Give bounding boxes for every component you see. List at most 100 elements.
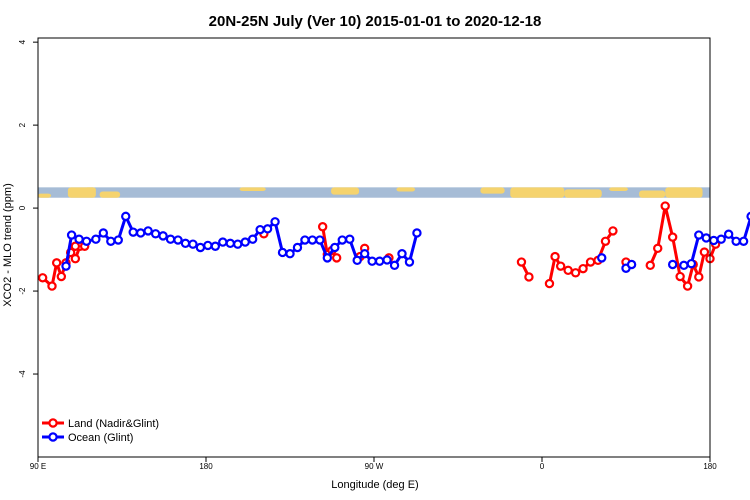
x-axis-label: Longitude (deg E) bbox=[331, 479, 418, 491]
data-point bbox=[694, 272, 704, 282]
data-point bbox=[317, 222, 328, 232]
data-point bbox=[66, 230, 77, 240]
data-point bbox=[70, 241, 81, 251]
data-point bbox=[412, 228, 422, 238]
data-point bbox=[667, 232, 678, 242]
data-point bbox=[738, 236, 749, 246]
y-axis-label: XCO2 - MLO trend (ppm) bbox=[2, 183, 14, 306]
x-tick-label: 0 bbox=[540, 462, 545, 471]
data-point bbox=[277, 247, 288, 258]
map-strip-land-13 bbox=[687, 187, 699, 192]
data-point bbox=[135, 228, 146, 238]
data-point bbox=[397, 249, 407, 259]
data-point bbox=[262, 224, 273, 234]
data-point bbox=[173, 235, 183, 245]
data-point bbox=[270, 217, 280, 227]
map-strip-land-9 bbox=[564, 189, 602, 198]
data-point bbox=[550, 251, 560, 262]
series-1 bbox=[61, 211, 750, 273]
data-point bbox=[300, 235, 310, 245]
data-point bbox=[746, 211, 750, 221]
legend-land-label: Land (Nadir&Glint) bbox=[68, 418, 159, 430]
data-point bbox=[694, 230, 704, 240]
chart-title: 20N-25N July (Ver 10) 2015-01-01 to 2020… bbox=[209, 13, 542, 30]
data-point bbox=[660, 201, 670, 211]
map-strip-ocean bbox=[38, 187, 710, 198]
y-tick-label: 4 bbox=[18, 39, 27, 44]
data-point bbox=[210, 241, 221, 251]
data-point bbox=[544, 278, 555, 289]
data-point bbox=[352, 255, 362, 266]
data-point bbox=[701, 233, 711, 243]
data-point bbox=[165, 234, 176, 244]
data-point bbox=[218, 237, 228, 247]
data-point bbox=[716, 234, 726, 244]
data-point bbox=[188, 239, 198, 249]
data-point bbox=[233, 239, 243, 249]
data-point bbox=[404, 257, 415, 267]
data-point bbox=[113, 235, 123, 245]
data-point bbox=[158, 231, 168, 241]
data-point bbox=[337, 235, 347, 245]
data-point bbox=[150, 229, 161, 239]
data-point bbox=[74, 234, 84, 244]
map-strip bbox=[38, 187, 710, 198]
data-point bbox=[330, 242, 340, 253]
data-point bbox=[686, 258, 697, 269]
map-strip-land-8 bbox=[510, 187, 565, 198]
data-point bbox=[679, 260, 689, 271]
data-point bbox=[143, 226, 153, 236]
map-strip-land-4 bbox=[239, 187, 266, 191]
legend-ocean-marker bbox=[48, 432, 58, 442]
data-point bbox=[675, 271, 685, 282]
plot-area bbox=[37, 37, 750, 458]
data-point bbox=[61, 261, 71, 271]
y-tick-label: 0 bbox=[18, 205, 27, 210]
x-tick-label: 90 E bbox=[30, 462, 46, 471]
data-point bbox=[247, 234, 258, 244]
data-point bbox=[645, 260, 655, 271]
y-tick-label: -2 bbox=[18, 287, 27, 295]
map-strip-land-7 bbox=[480, 187, 505, 194]
data-point bbox=[225, 238, 235, 249]
data-point bbox=[563, 265, 573, 276]
data-point bbox=[203, 240, 213, 251]
plot-frame bbox=[37, 37, 711, 458]
map-strip-land-5 bbox=[331, 187, 360, 195]
series-0 bbox=[37, 201, 721, 291]
data-point bbox=[382, 255, 392, 265]
data-point bbox=[81, 236, 92, 246]
x-tick-label: 180 bbox=[703, 462, 717, 471]
data-point bbox=[51, 258, 62, 268]
legend-land-marker bbox=[48, 418, 58, 428]
data-point bbox=[585, 257, 596, 267]
data-point bbox=[121, 211, 131, 222]
map-strip-land-2 bbox=[84, 187, 96, 193]
data-point bbox=[626, 259, 637, 270]
data-point bbox=[682, 281, 693, 291]
data-point bbox=[37, 273, 48, 283]
x-tick-label: 180 bbox=[199, 462, 213, 471]
data-point bbox=[389, 260, 400, 271]
data-point bbox=[91, 234, 101, 244]
data-point bbox=[555, 261, 566, 271]
data-point bbox=[374, 256, 385, 266]
data-point bbox=[285, 249, 295, 259]
map-strip-land-0 bbox=[38, 193, 52, 198]
data-point bbox=[516, 257, 527, 267]
data-point bbox=[180, 238, 191, 249]
data-point bbox=[731, 236, 741, 246]
map-strip-land-10 bbox=[609, 187, 628, 191]
data-point bbox=[106, 236, 116, 246]
data-point bbox=[578, 263, 588, 274]
data-point bbox=[709, 235, 719, 246]
map-strip-land-6 bbox=[396, 187, 416, 192]
map-strip-land-3 bbox=[99, 191, 121, 198]
data-point bbox=[600, 236, 611, 246]
data-point bbox=[128, 227, 138, 237]
data-point bbox=[292, 242, 303, 253]
data-point bbox=[653, 243, 663, 254]
data-point bbox=[331, 253, 342, 263]
data-point bbox=[47, 281, 57, 291]
